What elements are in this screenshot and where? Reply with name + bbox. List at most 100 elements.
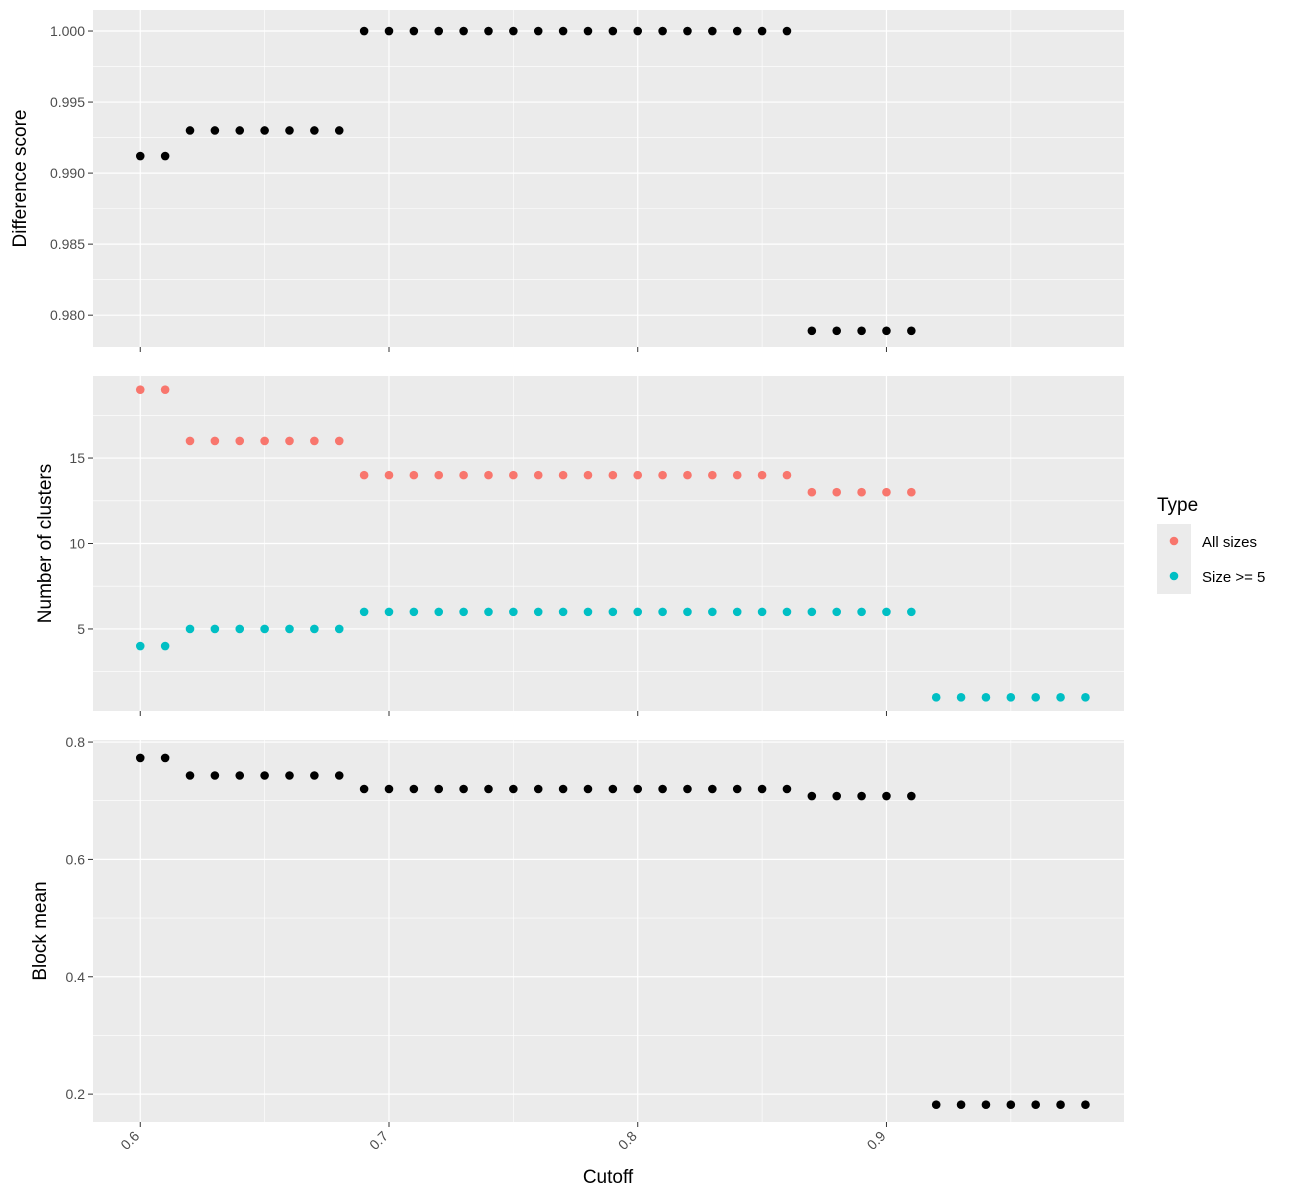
data-point (509, 26, 518, 36)
y-tick-label: 15 (69, 450, 85, 466)
data-point (359, 784, 369, 794)
y-tick-label: 0.4 (66, 969, 86, 985)
data-point (533, 784, 543, 794)
data-point (1006, 693, 1016, 702)
data-point (757, 607, 767, 617)
data-point (931, 693, 941, 702)
data-point (558, 26, 568, 36)
data-point (608, 607, 618, 617)
data-point (882, 326, 891, 336)
data-point (434, 26, 444, 36)
data-point (882, 791, 891, 801)
data-point (807, 791, 817, 801)
x-tick-label: 0.9 (864, 1128, 889, 1153)
legend-key-background (1157, 524, 1191, 594)
data-point (782, 607, 792, 617)
data-point (235, 436, 245, 446)
data-point (384, 26, 394, 36)
data-point (558, 470, 568, 480)
y-axis-title: Number of clusters (35, 464, 56, 623)
data-point (459, 607, 468, 617)
data-point (434, 607, 444, 617)
legend-title: Type (1157, 495, 1198, 516)
y-tick-label: 10 (69, 536, 85, 552)
data-point (956, 693, 966, 702)
data-point (757, 784, 767, 794)
data-point (633, 470, 643, 480)
data-point (484, 470, 493, 480)
data-point (310, 436, 319, 446)
data-point (210, 436, 220, 446)
data-point (882, 487, 891, 497)
data-point (633, 607, 643, 617)
data-point (807, 607, 817, 617)
panel-1: 0.980 0.985 0.990 0.995 1.000 Difference scor… (10, 10, 1124, 352)
data-point (882, 607, 891, 617)
data-point (185, 436, 195, 446)
data-point (782, 26, 792, 36)
data-point (832, 326, 842, 336)
data-point (608, 470, 618, 480)
panel-2: 5 10 15 Number of clusters (35, 376, 1124, 716)
data-point (583, 26, 593, 36)
data-point (334, 436, 344, 446)
panel-background (93, 10, 1124, 347)
y-tick-label: 0.990 (50, 165, 85, 181)
series-points (135, 753, 1090, 1109)
data-point (459, 784, 468, 794)
data-point (135, 385, 145, 394)
data-point (384, 470, 394, 480)
y-tick-label: 0.6 (66, 851, 86, 867)
data-point (285, 771, 294, 780)
y-tick-label: 0.8 (66, 734, 86, 750)
data-point (359, 607, 369, 617)
series-points (135, 607, 1090, 702)
data-point (782, 784, 792, 794)
panel-3: 0.2 0.4 0.6 0.8 Block mean (30, 734, 1124, 1127)
y-axis-title: Difference score (10, 110, 31, 248)
data-point (135, 753, 145, 763)
legend-key (1169, 536, 1179, 546)
data-point (732, 607, 742, 617)
data-point (409, 784, 419, 794)
data-point (310, 126, 319, 135)
data-point (1056, 1100, 1065, 1109)
data-point (1031, 693, 1040, 702)
data-point (832, 487, 842, 497)
data-point (1081, 693, 1090, 702)
data-point (857, 487, 866, 497)
data-point (832, 607, 842, 617)
data-point (907, 791, 916, 801)
data-point (1031, 1100, 1040, 1109)
data-point (160, 753, 170, 763)
data-point (708, 784, 717, 794)
data-point (732, 784, 742, 794)
data-point (459, 470, 468, 480)
data-point (807, 487, 817, 497)
data-point (907, 607, 916, 617)
data-point (509, 784, 518, 794)
data-point (1056, 693, 1065, 702)
data-point (334, 771, 344, 780)
data-point (732, 470, 742, 480)
data-point (558, 607, 568, 617)
chart-panels: 0.980 0.985 0.990 0.995 1.000 Difference scor… (10, 10, 1124, 1127)
data-point (235, 126, 245, 135)
data-point (484, 607, 493, 617)
data-point (434, 784, 444, 794)
data-point (633, 784, 643, 794)
data-point (807, 326, 817, 336)
data-point (683, 784, 692, 794)
data-point (1006, 1100, 1016, 1109)
x-axis: 0.6 0.7 0.8 0.9 (117, 1128, 888, 1153)
data-point (658, 607, 667, 617)
data-point (185, 624, 195, 634)
data-point (583, 784, 593, 794)
data-point (708, 470, 717, 480)
data-point (683, 607, 692, 617)
data-point (260, 624, 269, 634)
data-point (658, 784, 667, 794)
data-point (434, 470, 444, 480)
data-point (981, 1100, 991, 1109)
data-point (708, 607, 717, 617)
